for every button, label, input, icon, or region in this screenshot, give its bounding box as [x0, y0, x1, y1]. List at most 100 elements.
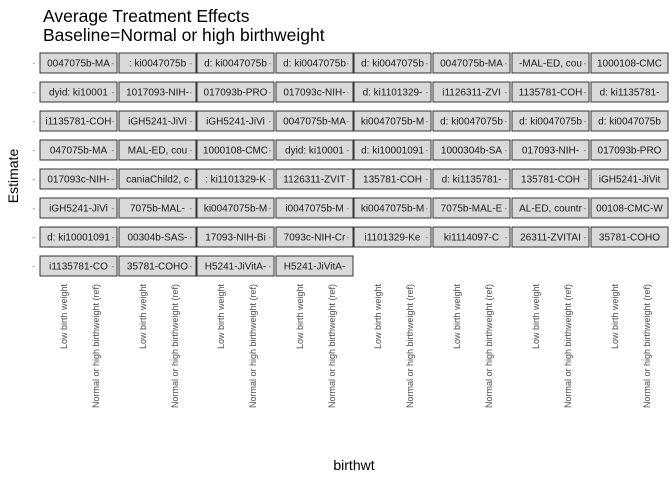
y-tick-mark: -	[33, 177, 36, 184]
facet-strip-label: 00108-CMC-W	[596, 204, 663, 215]
facet-panel: -017093b-PRO	[190, 81, 275, 103]
facet-panel: - iGH5241-JiVi	[33, 197, 118, 219]
x-tick-label: Low birth weight	[531, 284, 541, 350]
facet-strip-label: 7075b-MAL-E	[441, 204, 503, 215]
facet-panel: - H5241-JiVitA-	[269, 255, 354, 277]
facet-strip-label: 1000108-CMC	[597, 59, 662, 70]
facet-strip-label: 017093b-PRO	[598, 146, 662, 157]
facet-strip	[432, 81, 511, 103]
facet-strip-label: 0047075b-MA	[47, 59, 110, 70]
facet-strip-label: 1000108-CMC	[203, 146, 268, 157]
x-axis-title: birthwt	[333, 457, 374, 473]
facet-strip-label: -MAL-ED, cou	[519, 59, 582, 70]
facet-panel: - H5241-JiVitA-	[190, 255, 275, 277]
facet-panel: -: ki0047075b	[112, 52, 197, 74]
x-tick-label: Low birth weight	[59, 284, 69, 350]
facet-panel: -017093-NIH-	[505, 139, 590, 161]
y-tick-mark: -	[269, 235, 272, 242]
facet-strip-label: ki0047075b-M	[361, 117, 424, 128]
facet-panel: - iGH5241-JiVi	[190, 110, 275, 132]
facet-panel: - d: ki1135781-	[584, 81, 669, 103]
y-tick-mark: -	[584, 235, 587, 242]
x-tick-label: Normal or high birthweight (ref)	[327, 284, 337, 408]
facet-strip	[353, 197, 432, 219]
facet-strip	[39, 255, 118, 277]
facet-panels: -0047075b-MA -: ki0047075b - d: ki0047075b -…	[33, 52, 669, 277]
y-tick-mark: -	[426, 206, 429, 213]
facet-strip	[353, 139, 432, 161]
facet-strip-label: 1000304b-SA	[441, 146, 502, 157]
facet-strip	[590, 52, 669, 74]
y-tick-mark: -	[269, 206, 272, 213]
facet-strip-label: MAL-ED, cou	[128, 146, 187, 157]
facet-strip	[590, 197, 669, 219]
facet-panel: - d: ki1101329-	[347, 81, 432, 103]
facet-panel: - 7075b-MAL-E	[426, 197, 511, 219]
y-tick-mark: -	[112, 206, 115, 213]
facet-strip-label: H5241-JiVitA-	[284, 262, 346, 273]
x-tick-labels: Low birth weight Normal or high birthweig…	[59, 284, 652, 409]
facet-panel: -0047075b-MA	[269, 110, 354, 132]
facet-strip	[196, 168, 275, 190]
facet-panel: - ki0047075b-M	[347, 110, 432, 132]
y-tick-mark: -	[347, 119, 350, 126]
x-tick-label: Low birth weight	[295, 284, 305, 350]
facet-strip-label: 017093b-PRO	[204, 88, 268, 99]
facet-panel: -047075b-MA	[33, 139, 118, 161]
x-tick-label: Normal or high birthweight (ref)	[484, 284, 494, 408]
facet-panel: - i1126311-ZVI	[426, 81, 511, 103]
facet-panel: -17093-NIH-Bi	[190, 226, 275, 248]
facet-strip-label: ki1114097-C	[444, 233, 499, 244]
facet-panel: - i1135781-COH	[33, 110, 118, 132]
facet-strip-label: i1101329-Ke	[365, 233, 421, 244]
facet-strip	[275, 226, 354, 248]
facet-strip-label: d: ki0047075b	[283, 59, 346, 70]
facet-strip	[353, 226, 432, 248]
facet-strip-label: i1126311-ZVI	[442, 88, 501, 99]
y-tick-mark: -	[190, 148, 193, 155]
facet-strip	[39, 168, 118, 190]
facet-panel: - MAL-ED, cou	[112, 139, 197, 161]
facet-strip	[275, 52, 354, 74]
x-tick-label: Low birth weight	[610, 284, 620, 350]
facet-panel: - 1000304b-SA	[426, 139, 511, 161]
y-tick-mark: -	[347, 90, 350, 97]
facet-strip	[511, 52, 590, 74]
y-tick-mark: -	[347, 206, 350, 213]
y-tick-mark: -	[190, 177, 193, 184]
facet-panel: - -MAL-ED, cou	[505, 52, 590, 74]
facet-strip-label: 35781-COHO	[127, 262, 188, 273]
facet-strip	[118, 255, 197, 277]
facet-panel: - iGH5241-JiVit	[584, 168, 669, 190]
y-tick-mark: -	[190, 264, 193, 271]
facet-strip	[511, 226, 590, 248]
facet-panel: -00304b-SAS-	[112, 226, 197, 248]
facet-strip	[511, 139, 590, 161]
facet-strip-label: i1135781-COH	[46, 117, 112, 128]
facet-panel: - dyid: ki10001	[269, 139, 354, 161]
x-tick-label: Low birth weight	[216, 284, 226, 350]
y-tick-mark: -	[584, 90, 587, 97]
y-tick-mark: -	[347, 61, 350, 68]
facet-strip	[432, 168, 511, 190]
facet-strip	[39, 226, 118, 248]
facet-panel: -0047075b-MA	[426, 52, 511, 74]
y-tick-mark: -	[33, 90, 36, 97]
facet-strip-label: d: ki0047075b	[598, 117, 661, 128]
facet-strip-label: ki0047075b-M	[361, 204, 424, 215]
facet-panel: -7075b-MAL-	[112, 197, 197, 219]
facet-strip-label: 135781-COH	[521, 175, 580, 186]
facet-strip-label: dyid: ki10001	[49, 88, 108, 99]
y-tick-mark: -	[33, 148, 36, 155]
facet-strip-label: 7093c-NIH-Cr	[284, 233, 346, 244]
facet-strip	[275, 110, 354, 132]
y-tick-mark: -	[426, 148, 429, 155]
facet-strip	[432, 226, 511, 248]
facet-strip	[275, 255, 354, 277]
facet-panel: -135781-COH	[505, 168, 590, 190]
facet-panel: - d: ki10001091	[33, 226, 118, 248]
facet-panel: -1126311-ZVIT	[269, 168, 354, 190]
facet-panel: -0047075b-MA	[33, 52, 118, 74]
facet-strip-label: d: ki1135781-	[442, 175, 502, 186]
facet-strip	[511, 168, 590, 190]
